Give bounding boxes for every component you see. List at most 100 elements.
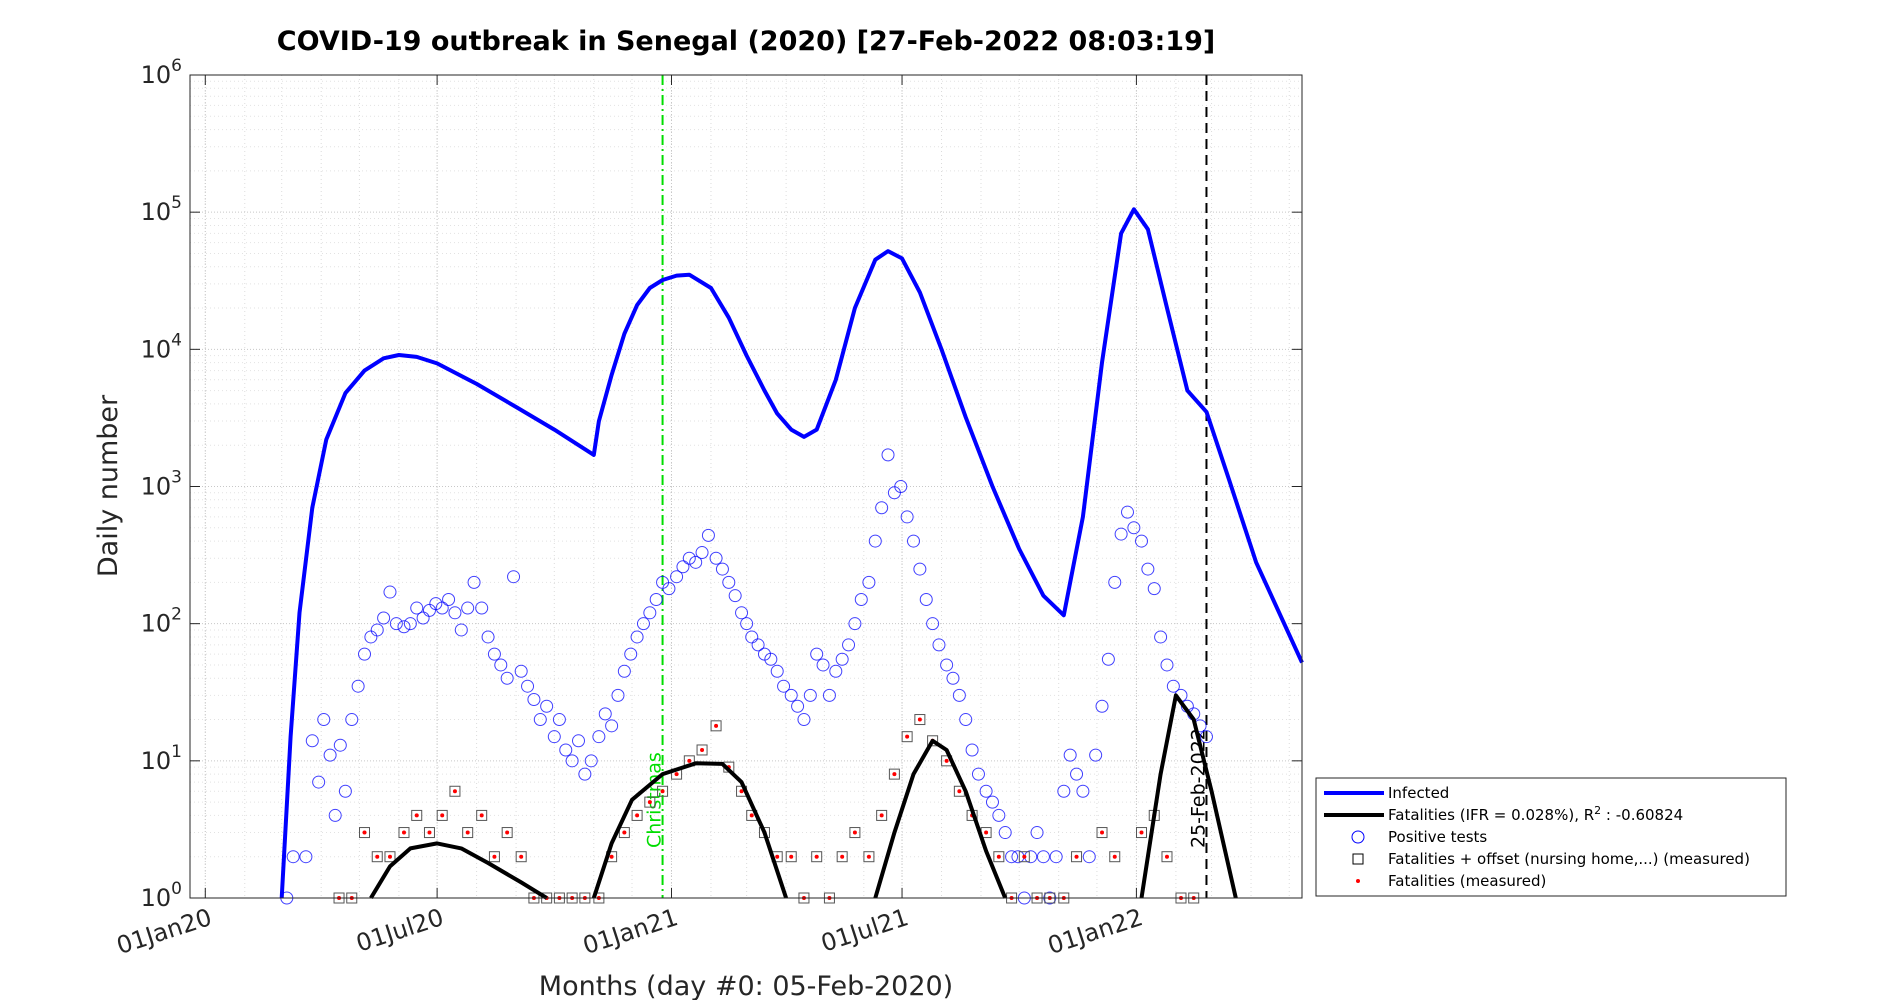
positive-test-point xyxy=(1030,826,1044,840)
positive-test-point xyxy=(770,664,784,678)
legend-label: Positive tests xyxy=(1388,828,1487,846)
positive-test-point xyxy=(751,638,765,652)
positive-test-point xyxy=(547,730,561,744)
positive-test-point xyxy=(1135,534,1149,548)
positive-test-point xyxy=(389,617,403,631)
positive-test-point xyxy=(514,664,528,678)
legend-marker xyxy=(1356,879,1360,883)
positive-test-point xyxy=(810,647,824,661)
y-tick-label-base: 10 xyxy=(141,610,172,638)
y-tick-label-exp: 5 xyxy=(171,193,182,213)
fatality-offset-point xyxy=(436,809,448,821)
positive-test-point xyxy=(624,647,638,661)
positive-test-point xyxy=(429,597,443,611)
legend-label: Fatalities (IFR = 0.028%), R2 : -0.60824 xyxy=(1388,804,1683,824)
fatality-offset-point xyxy=(696,744,708,756)
y-tick-label-exp: 0 xyxy=(171,879,182,899)
fatality-offset-point xyxy=(888,768,900,780)
fatality-offset-point xyxy=(1109,851,1121,863)
fatality-measured-point xyxy=(609,854,614,859)
legend-label-main: Fatalities + offset (nursing home,...) (… xyxy=(1388,850,1750,868)
positive-test-point xyxy=(764,652,778,666)
fatality-measured-point xyxy=(401,830,406,835)
positive-test-point xyxy=(1120,505,1134,519)
series-line xyxy=(279,207,1304,899)
positive-test-point xyxy=(1063,748,1077,762)
positive-test-point xyxy=(715,562,729,576)
positive-test-point xyxy=(913,562,927,576)
fatality-measured-point xyxy=(362,830,367,835)
positive-test-point xyxy=(578,767,592,781)
positive-test-point xyxy=(383,585,397,599)
axis-ticks xyxy=(190,74,1302,899)
positive-test-point xyxy=(1160,658,1174,672)
legend-label-main: Infected xyxy=(1388,784,1449,802)
fatality-offset-point xyxy=(631,809,643,821)
positive-test-point xyxy=(868,534,882,548)
positive-test-point xyxy=(403,617,417,631)
positive-test-point xyxy=(842,638,856,652)
fatality-measured-point xyxy=(414,813,419,818)
fatality-measured-point xyxy=(996,854,1001,859)
positive-test-point xyxy=(487,647,501,661)
fatality-measured-point xyxy=(375,854,380,859)
fatality-measured-point xyxy=(749,813,754,818)
positive-test-point xyxy=(777,679,791,693)
positive-test-point xyxy=(299,850,313,864)
fatality-measured-point xyxy=(700,747,705,752)
fatality-measured-point xyxy=(944,758,949,763)
legend-marker xyxy=(1352,853,1364,865)
fatality-offset-point xyxy=(710,720,722,732)
fatality-measured-point xyxy=(440,813,445,818)
positive-test-point xyxy=(728,589,742,603)
fatality-measured-point xyxy=(647,800,652,805)
fatality-measured-point xyxy=(687,758,692,763)
positive-test-point xyxy=(358,647,372,661)
fatality-measured-point xyxy=(814,854,819,859)
legend-label-main: Positive tests xyxy=(1388,828,1487,846)
positive-test-point xyxy=(797,713,811,727)
fatality-measured-point xyxy=(892,772,897,777)
fatality-offset-point xyxy=(515,851,527,863)
positive-test-point xyxy=(410,601,424,615)
fatality-offset-point xyxy=(993,851,1005,863)
positive-test-point xyxy=(435,601,449,615)
positive-test-point xyxy=(862,575,876,589)
line-series xyxy=(279,207,1304,900)
positive-test-point xyxy=(527,692,541,706)
fatality-offset-point xyxy=(811,851,823,863)
fatality-measured-point xyxy=(789,854,794,859)
y-tick-label-exp: 6 xyxy=(171,56,182,76)
positive-test-point xyxy=(312,775,326,789)
positive-test-point xyxy=(1127,521,1141,535)
fatality-offset-point xyxy=(462,827,474,839)
positive-test-point xyxy=(611,688,625,702)
fatality-offset-point xyxy=(398,827,410,839)
fatality-offset-point xyxy=(1096,827,1108,839)
fatality-measured-point xyxy=(879,813,884,818)
positive-test-point xyxy=(481,630,495,644)
positive-test-point xyxy=(1141,562,1155,576)
positive-test-point xyxy=(1089,748,1103,762)
fatality-measured-point xyxy=(957,789,962,794)
positive-test-point xyxy=(636,617,650,631)
legend-marker xyxy=(1351,830,1365,844)
positive-test-point xyxy=(1166,679,1180,693)
positive-test-point xyxy=(494,658,508,672)
fatality-offset-point xyxy=(863,851,875,863)
fatality-offset-point xyxy=(359,827,371,839)
fatality-offset-point xyxy=(785,851,797,863)
positive-test-point xyxy=(803,688,817,702)
fatality-offset-point xyxy=(476,809,488,821)
y-tick-label: 102 xyxy=(141,605,182,638)
positive-test-point xyxy=(695,546,709,560)
legend-label: Fatalities + offset (nursing home,...) (… xyxy=(1388,850,1750,868)
fatality-offset-point xyxy=(657,785,669,797)
positive-test-point xyxy=(959,713,973,727)
positive-test-point xyxy=(1147,582,1161,596)
positive-tests-series xyxy=(280,448,1213,905)
positive-test-point xyxy=(448,606,462,620)
positive-test-point xyxy=(533,713,547,727)
